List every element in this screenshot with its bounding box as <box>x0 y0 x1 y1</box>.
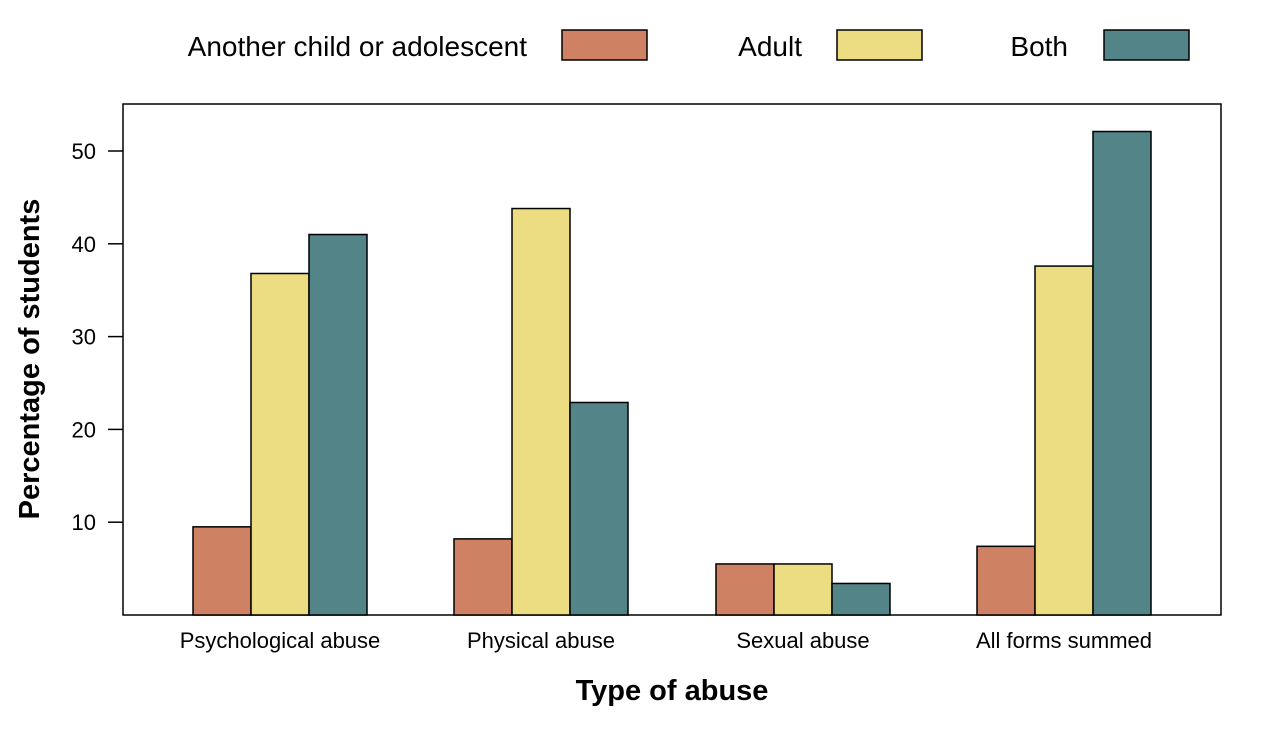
legend-label-another-child-or-adolescent: Another child or adolescent <box>188 31 528 62</box>
bar-psychological-abuse-both <box>308 233 368 616</box>
x-tick-label-all-forms-summed: All forms summed <box>976 628 1152 653</box>
bar-sexual-abuse-adult <box>773 563 833 616</box>
bar-sexual-abuse-another-child-or-adolescent <box>715 563 775 616</box>
legend-label-adult: Adult <box>738 31 802 62</box>
plot-frame <box>122 103 1222 616</box>
legend-swatch-both <box>1103 29 1190 61</box>
x-tick-label-physical-abuse: Physical abuse <box>467 628 615 653</box>
bar-psychological-abuse-adult <box>250 272 310 616</box>
bar-all-forms-summed-adult <box>1034 265 1094 616</box>
legend-label-both: Both <box>1010 31 1068 62</box>
bar-sexual-abuse-both <box>831 582 891 616</box>
legend: Another child or adolescent Adult Both <box>188 29 1190 62</box>
bar-psychological-abuse-another-child-or-adolescent <box>192 526 252 616</box>
y-axis-title: Percentage of students <box>14 199 46 520</box>
y-tick-label: 40 <box>72 232 96 257</box>
bar-all-forms-summed-both <box>1092 130 1152 616</box>
x-axis: Psychological abuse Physical abuse Sexual … <box>180 628 1152 653</box>
y-tick-label: 30 <box>72 325 96 350</box>
bar-physical-abuse-both <box>569 401 629 616</box>
y-axis: 10 20 30 40 50 <box>72 139 123 535</box>
bar-all-forms-summed-another-child-or-adolescent <box>976 545 1036 616</box>
x-tick-label-sexual-abuse: Sexual abuse <box>736 628 869 653</box>
x-tick-label-psychological-abuse: Psychological abuse <box>180 628 381 653</box>
y-tick-label: 20 <box>72 417 96 442</box>
bars <box>192 130 1152 616</box>
x-axis-title: Type of abuse <box>576 675 769 707</box>
bar-physical-abuse-adult <box>511 207 571 616</box>
bar-physical-abuse-another-child-or-adolescent <box>453 538 513 616</box>
y-tick-label: 10 <box>72 510 96 535</box>
legend-swatch-another-child-or-adolescent <box>561 29 648 61</box>
legend-swatch-adult <box>836 29 923 61</box>
y-tick-label: 50 <box>72 139 96 164</box>
